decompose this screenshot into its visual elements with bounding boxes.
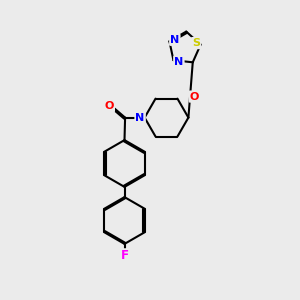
Text: N: N bbox=[136, 112, 145, 123]
Text: O: O bbox=[104, 101, 114, 111]
Text: O: O bbox=[190, 92, 199, 102]
Text: F: F bbox=[121, 249, 128, 262]
Text: S: S bbox=[192, 38, 200, 48]
Text: N: N bbox=[174, 57, 184, 67]
Text: N: N bbox=[170, 35, 179, 45]
